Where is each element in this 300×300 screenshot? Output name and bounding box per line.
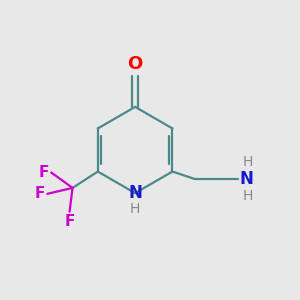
Text: N: N (239, 170, 253, 188)
Text: H: H (242, 154, 253, 169)
Text: F: F (34, 186, 45, 201)
Text: O: O (128, 55, 143, 73)
Text: N: N (128, 184, 142, 202)
Text: H: H (130, 202, 140, 216)
Text: H: H (242, 189, 253, 203)
Text: F: F (38, 165, 49, 180)
Text: F: F (64, 214, 75, 229)
